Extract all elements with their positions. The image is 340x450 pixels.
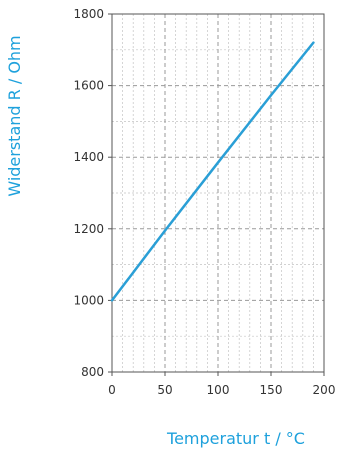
x-tick-label: 0 — [108, 383, 116, 397]
y-tick-label: 1400 — [73, 150, 104, 164]
series-line — [110, 41, 315, 302]
x-tick-label: 50 — [157, 383, 172, 397]
y-tick-labels: 800 1000 1200 1400 1600 1800 — [73, 7, 104, 379]
y-tick-label: 1200 — [73, 222, 104, 236]
y-tick-label: 1600 — [73, 79, 104, 93]
x-axis-title: Temperatur t / °C — [166, 429, 305, 448]
x-tick-label: 200 — [313, 383, 336, 397]
major-grid — [112, 14, 324, 372]
y-axis-title: Widerstand R / Ohm — [5, 35, 24, 196]
y-tick-label: 800 — [81, 365, 104, 379]
y-tick-label: 1800 — [73, 7, 104, 21]
x-tick-labels: 0 50 100 150 200 — [108, 383, 335, 397]
x-tick-label: 100 — [207, 383, 230, 397]
x-tick-label: 150 — [260, 383, 283, 397]
series-layer — [110, 41, 315, 302]
y-tick-label: 1000 — [73, 293, 104, 307]
